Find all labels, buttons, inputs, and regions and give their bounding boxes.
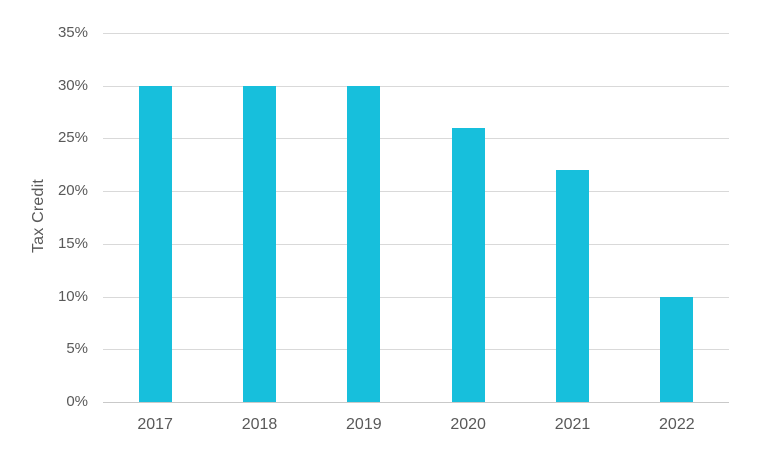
gridline-20pct <box>103 191 729 193</box>
bar-2021 <box>556 170 589 402</box>
gridline-15pct <box>103 243 729 245</box>
y-tick-label-35: 35% <box>57 24 88 41</box>
x-axis-line <box>103 402 729 403</box>
bar-2019 <box>347 85 381 402</box>
gridline-25pct <box>103 138 729 140</box>
bar-2018 <box>243 85 276 402</box>
gridline-5pct <box>103 349 729 351</box>
bar-2017 <box>138 85 172 402</box>
x-tick-label-2020: 2020 <box>450 416 486 433</box>
x-tick-label-2017: 2017 <box>137 416 173 433</box>
x-tick-label-2021: 2021 <box>554 416 591 433</box>
bar-2020 <box>451 127 485 402</box>
y-tick-label-20: 20% <box>57 182 88 200</box>
gridline-35pct <box>103 33 729 34</box>
y-tick-label-25: 25% <box>57 129 88 147</box>
bar-2022 <box>660 296 694 402</box>
x-tick-label-2022: 2022 <box>659 416 695 433</box>
plot-area <box>103 33 729 403</box>
y-tick-label-30: 30% <box>57 76 88 94</box>
gridline-10pct <box>103 296 729 298</box>
y-tick-label-10: 10% <box>57 287 88 305</box>
y-tick-label-5: 5% <box>66 340 88 358</box>
gridline-30pct <box>103 85 729 87</box>
y-tick-label-15: 15% <box>57 234 88 252</box>
y-tick-label-0: 0% <box>66 393 88 410</box>
x-tick-label-2019: 2019 <box>346 416 382 433</box>
x-tick-label-2018: 2018 <box>241 416 278 433</box>
